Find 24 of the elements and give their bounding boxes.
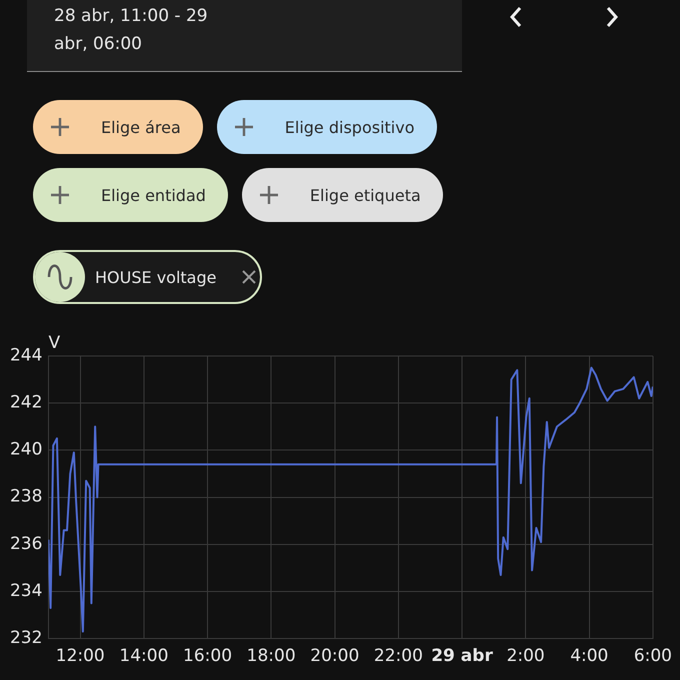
y-axis-title: V [48, 332, 60, 353]
x-tick-label: 18:00 [246, 646, 296, 666]
x-tick-label: 2:00 [506, 646, 545, 666]
add-chip: Elige dispositivo [216, 100, 436, 154]
y-tick-label: 236 [10, 534, 42, 554]
y-tick-label: 240 [10, 440, 42, 460]
y-tick-label: 234 [10, 580, 42, 601]
y-tick-label: 232 [10, 628, 42, 648]
y-tick-label: 238 [10, 486, 42, 507]
x-tick-label: 22:00 [374, 646, 423, 666]
x-tick-label: 20:00 [310, 646, 360, 666]
y-tick-label: 242 [10, 392, 42, 413]
x-tick-label: 14:00 [119, 646, 168, 666]
add-chip: Elige área [33, 100, 203, 154]
add-chip: Elige etiqueta [242, 168, 443, 222]
chart-title: 28 abr, 11:00 - 29 abr, 06:00 [54, 5, 209, 56]
x-tick-label: 6:00 [634, 646, 672, 666]
x-tick-label: 12:00 [56, 646, 105, 666]
y-tick-label: 244 [10, 345, 42, 366]
x-tick-label: 16:00 [183, 646, 232, 666]
add-chip: Elige entidad [33, 168, 228, 222]
x-tick-label: 4:00 [570, 646, 608, 666]
x-tick-label: 29 abr [431, 646, 494, 666]
entity-chip: HOUSE voltage [33, 250, 262, 304]
